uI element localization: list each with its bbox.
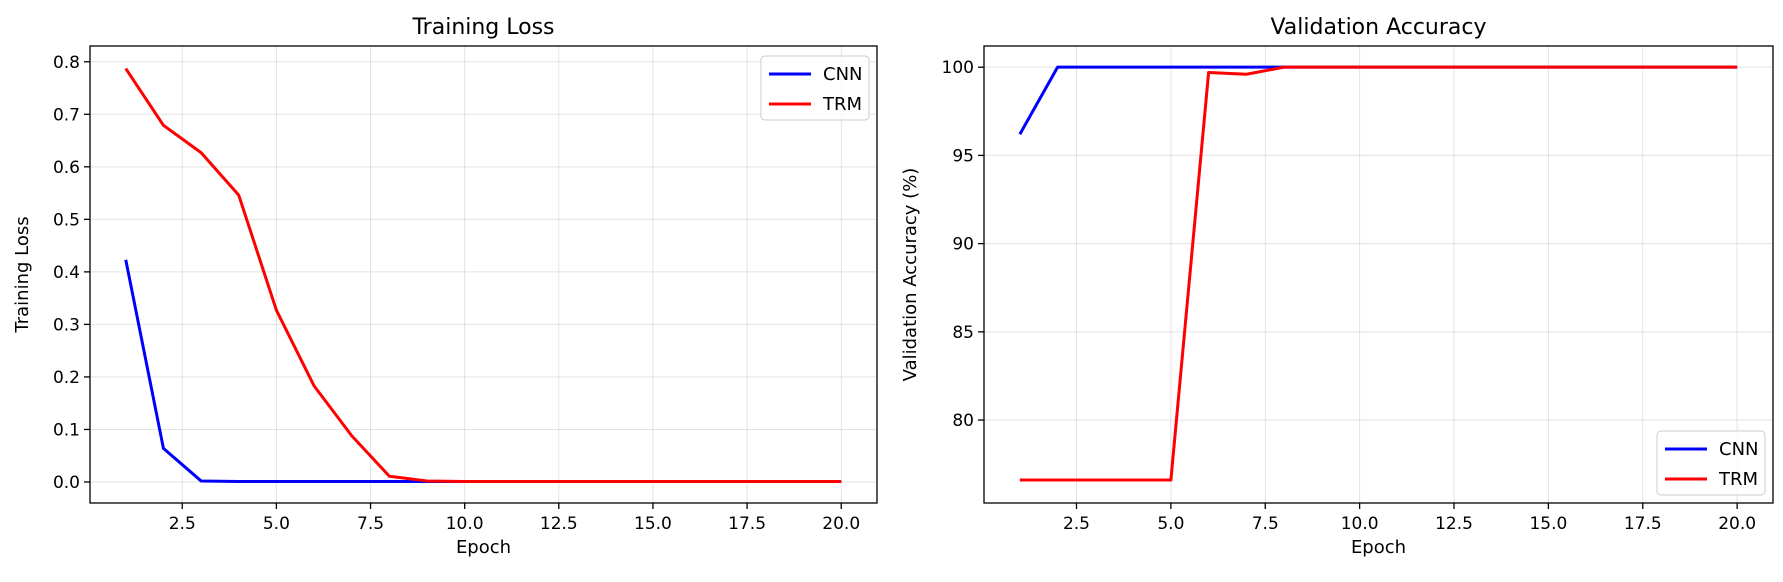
accuracy-legend: CNN TRM [1656,430,1766,496]
accuracy-x-tick-label: 5.0 [1157,514,1184,534]
accuracy-x-tick-label: 2.5 [1063,514,1090,534]
accuracy-x-tick-label: 12.5 [1435,514,1473,534]
loss-y-axis-label: Training Loss [12,216,33,333]
accuracy-y-tick-label: 80 [952,411,974,431]
accuracy-legend-label-cnn: CNN [1719,439,1759,460]
loss-y-tick-label: 0.0 [53,473,80,493]
loss-plot-frame [89,45,878,504]
loss-y-tick-label: 0.2 [53,368,80,388]
accuracy-y-axis-label: Validation Accuracy (%) [900,168,921,382]
loss-x-axis-label: Epoch [456,537,511,558]
loss-x-tick-label: 2.5 [169,514,196,534]
loss-x-tick-label: 12.5 [540,514,578,534]
loss-y-tick-label: 0.5 [53,210,80,230]
accuracy-legend-label-trm: TRM [1718,469,1758,490]
loss-series-line-cnn [124,259,842,483]
accuracy-plot-frame [983,45,1774,504]
accuracy-x-axis-label: Epoch [1351,537,1406,558]
accuracy-y-tick-label: 100 [942,58,974,78]
accuracy-x-tick-label: 10.0 [1341,514,1379,534]
loss-y-tick-label: 0.8 [53,53,80,73]
loss-x-tick-label: 5.0 [263,514,290,534]
loss-legend-label-cnn: CNN [823,64,863,85]
accuracy-x-tick-label: 20.0 [1718,514,1756,534]
loss-x-tick-label: 20.0 [822,514,860,534]
loss-legend: CNN TRM [760,55,870,121]
accuracy-x-tick-label: 7.5 [1252,514,1279,534]
loss-series-line-trm [124,67,842,483]
accuracy-y-tick-label: 85 [952,323,974,343]
loss-x-tick-label: 15.0 [634,514,672,534]
loss-y-tick-label: 0.1 [53,420,80,440]
loss-y-tick-label: 0.6 [53,158,80,178]
loss-y-tick-label: 0.4 [53,263,80,283]
validation-accuracy-panel: 2.5 5.0 7.5 10.0 12.5 15.0 17.5 20.0 80 85 90 95 100… [900,15,1774,558]
accuracy-y-tick-label: 90 [952,235,974,255]
accuracy-series-line-trm [1019,65,1738,482]
accuracy-x-tick-label: 15.0 [1529,514,1567,534]
training-loss-panel: 2.5 5.0 7.5 10.0 12.5 15.0 17.5 20.0 0.0 0.1 0.2 0.… [12,15,878,558]
loss-chart-title: Training Loss [411,15,554,40]
loss-x-tick-label: 17.5 [728,514,766,534]
loss-y-tick-label: 0.7 [53,105,80,125]
accuracy-x-tick-label: 17.5 [1624,514,1662,534]
loss-legend-label-trm: TRM [822,94,862,115]
accuracy-y-tick-label: 95 [952,146,974,166]
accuracy-series-line-cnn [1018,65,1738,135]
loss-x-tick-label: 10.0 [446,514,484,534]
loss-x-tick-label: 7.5 [357,514,384,534]
loss-y-tick-label: 0.3 [53,315,80,335]
accuracy-chart-title: Validation Accuracy [1270,15,1486,40]
